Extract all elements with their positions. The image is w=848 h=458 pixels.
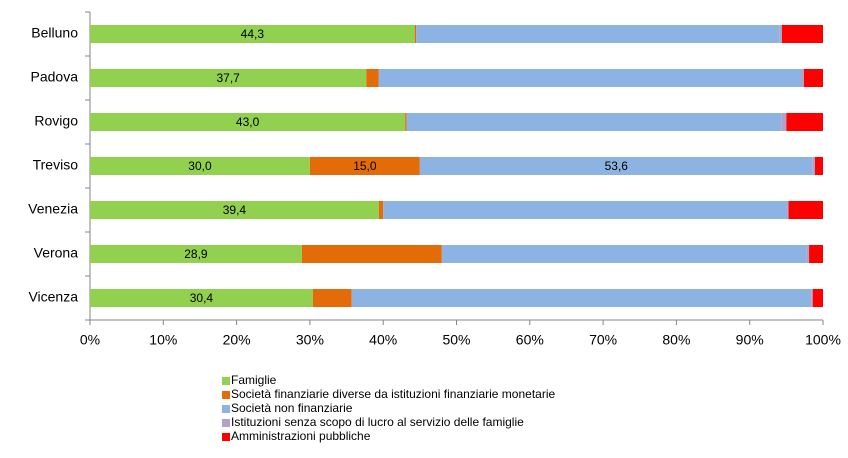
x-tick-label: 100% (805, 332, 841, 348)
data-label: 53,6 (605, 159, 629, 173)
category-label: Belluno (31, 25, 78, 41)
x-tick-label: 60% (516, 332, 544, 348)
bar-segment (90, 157, 310, 175)
bar-segment (787, 201, 789, 219)
bar-segment (406, 113, 782, 131)
bar-segment (378, 201, 384, 219)
bar-segment (441, 245, 807, 263)
bar-segment (90, 245, 302, 263)
legend-swatch (222, 433, 230, 441)
bar-segment (90, 201, 379, 219)
bar-segment (788, 201, 823, 219)
bar-segment (803, 69, 823, 87)
bar-segment (419, 157, 813, 175)
bar-segment (90, 113, 406, 131)
category-label: Venezia (28, 201, 78, 217)
category-label: Verona (34, 245, 79, 261)
bar-segment (351, 289, 812, 307)
data-label: 28,9 (184, 247, 208, 261)
bar-segment (309, 157, 420, 175)
bar-segment (806, 245, 810, 263)
bar-segment (301, 245, 442, 263)
bar-segment (378, 69, 802, 87)
bar-segment (414, 25, 417, 43)
legend-swatch (222, 405, 230, 413)
data-label: 39,4 (223, 203, 247, 217)
category-label: Padova (31, 69, 79, 85)
legend-label: Istituzioni senza scopo di lucro al serv… (231, 415, 524, 429)
legend-label: Società non finanziarie (231, 401, 353, 415)
bar-segment (405, 113, 407, 131)
category-label: Vicenza (28, 289, 78, 305)
data-label: 15,0 (353, 159, 377, 173)
bar-segment (416, 25, 780, 43)
data-label: 37,7 (216, 71, 240, 85)
bar-segment (781, 113, 787, 131)
bar-segment (812, 289, 823, 307)
bar-segment (366, 69, 379, 87)
legend-label: Società finanziarie diverse da istituzio… (231, 387, 555, 401)
x-tick-label: 90% (736, 332, 764, 348)
category-label: Rovigo (34, 113, 78, 129)
bar-segment (90, 69, 367, 87)
data-label: 43,0 (236, 115, 260, 129)
x-tick-label: 70% (589, 332, 617, 348)
bar-segment (801, 69, 804, 87)
bar-segment (814, 157, 823, 175)
bar-segment (312, 289, 352, 307)
legend-label: Amministrazioni pubbliche (231, 429, 371, 443)
bar-segment (383, 201, 788, 219)
bar-segment (781, 25, 823, 43)
bar-segment (779, 25, 782, 43)
legend-swatch (222, 377, 230, 385)
legend-label: Famiglie (231, 373, 277, 387)
bar-segment (90, 25, 415, 43)
x-tick-label: 40% (369, 332, 397, 348)
x-tick-label: 30% (296, 332, 324, 348)
x-tick-label: 50% (442, 332, 470, 348)
x-tick-label: 80% (662, 332, 690, 348)
bar-segment (90, 289, 313, 307)
bar-segment (786, 113, 823, 131)
data-label: 30,0 (188, 159, 212, 173)
bar-segment (812, 157, 815, 175)
bar-segment (809, 245, 823, 263)
legend-swatch (222, 419, 230, 427)
x-tick-label: 0% (80, 332, 100, 348)
data-label: 30,4 (190, 291, 214, 305)
bar-segment (811, 289, 813, 307)
category-label: Treviso (33, 157, 79, 173)
x-tick-label: 20% (223, 332, 251, 348)
legend-swatch (222, 391, 230, 399)
x-tick-label: 10% (149, 332, 177, 348)
data-label: 44,3 (241, 27, 265, 41)
